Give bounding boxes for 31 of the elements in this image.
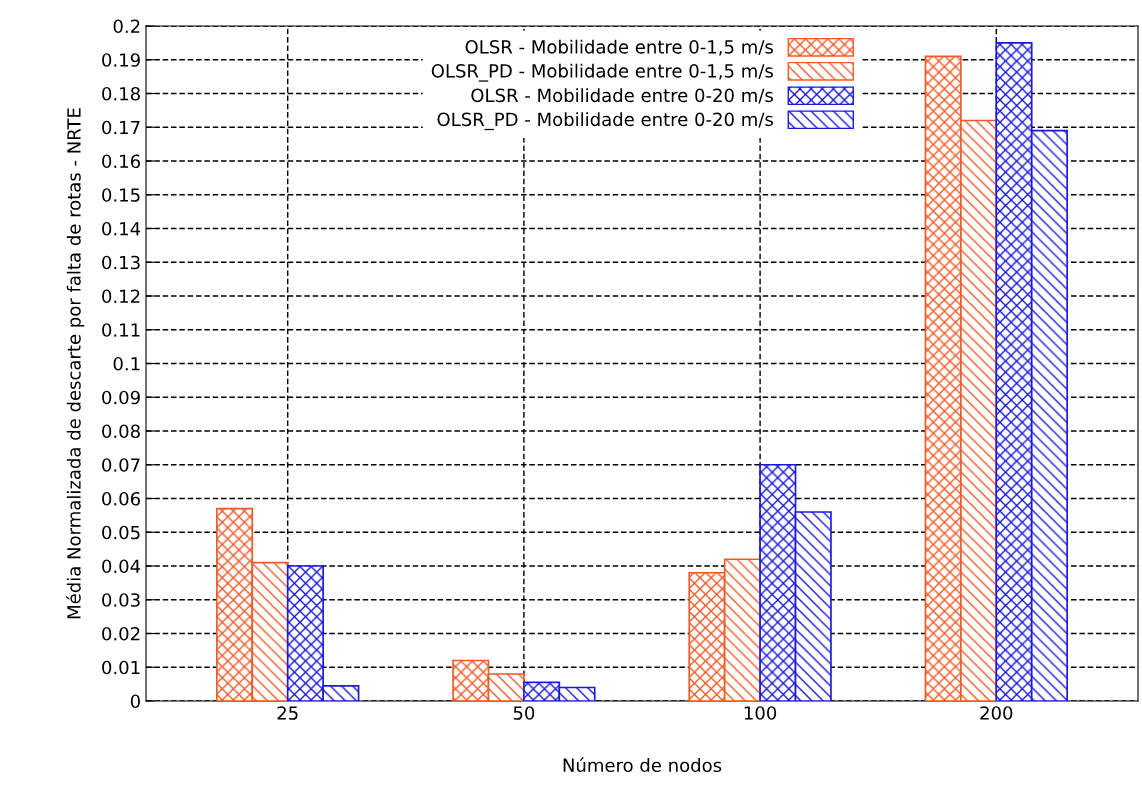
y-tick-label: 0.03 [102,593,140,607]
y-tick-label: 0.19 [102,53,140,67]
y-axis-title: Média Normalizada de descarte por falta de rotas - NRTE [66,108,85,619]
y-tick-label: 0.1 [113,356,140,371]
y-tick-label: 0.13 [102,255,140,270]
legend-label: OLSR_PD - Mobilidade entre 0-20 m/s [437,112,773,131]
y-tick-label: 0.2 [113,19,140,34]
y-tick-label: 0.09 [102,390,140,405]
y-tick-label: 0.17 [102,120,140,135]
y-tick-label: 0.05 [102,525,140,540]
x-axis-title: Número de nodos [563,757,722,773]
y-tick-label: 0.02 [102,626,140,641]
y-tick-label: 0.01 [102,660,140,675]
y-tick-label: 0.07 [102,458,140,472]
x-tick-label: 50 [513,706,535,720]
x-tick-label: 25 [277,706,298,720]
y-tick-label: 0.12 [102,289,140,304]
y-tick-label: 0 [130,694,140,709]
y-tick-label: 0.18 [102,86,140,101]
x-tick-label: 100 [744,706,777,720]
legend-label: OLSR - Mobilidade entre 0-1,5 m/s [465,39,773,56]
legend-label: OLSR - Mobilidade entre 0-20 m/s [471,88,773,104]
y-tick-label: 0.16 [102,154,140,169]
y-tick-label: 0.11 [102,323,140,337]
y-tick-label: 0.14 [102,221,141,236]
x-tick-label: 200 [980,706,1013,720]
y-tick-label: 0.04 [102,559,141,574]
y-tick-label: 0.08 [102,424,140,439]
y-tick-label: 0.15 [102,188,140,202]
legend-label: OLSR_PD - Mobilidade entre 0-1,5 m/s [431,63,773,82]
y-tick-label: 0.06 [102,491,140,506]
